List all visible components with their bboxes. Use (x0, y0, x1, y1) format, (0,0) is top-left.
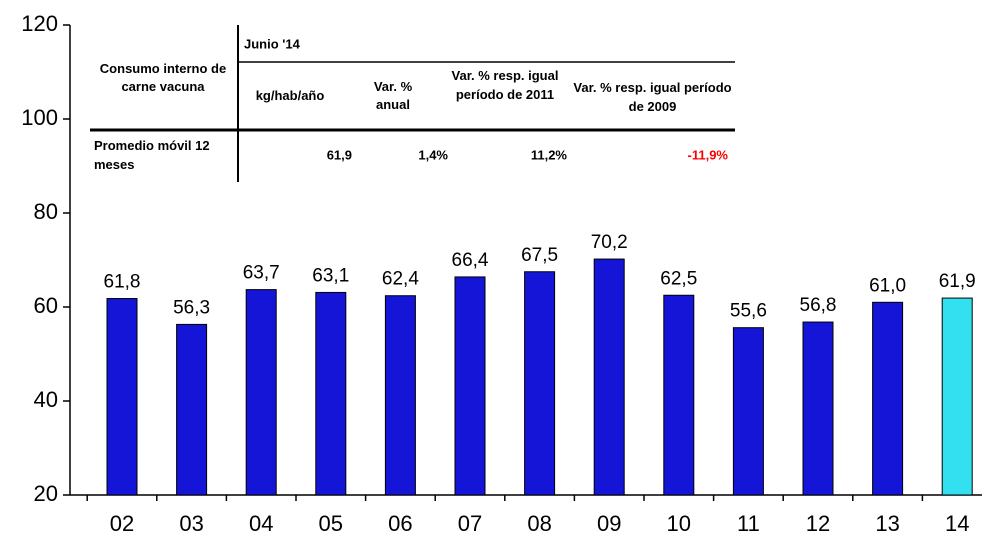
bar (245, 289, 277, 496)
bar (593, 258, 625, 496)
table: Junio '14 Consumo interno de carne vacun… (90, 25, 735, 182)
table-col-text: Var. % anual (373, 79, 413, 112)
bar (315, 291, 347, 496)
y-tick-label: 100 (21, 105, 58, 130)
x-tick-label: 14 (945, 511, 969, 536)
table-col-text: kg/hab/año (255, 88, 325, 103)
table-col: Var. % resp. igual período de 2009 (573, 80, 732, 114)
table-row-label: Promedio móvil 12 meses (94, 138, 210, 172)
bar (384, 295, 416, 496)
y-tick-label: 60 (34, 293, 58, 318)
table-row-header-text: Consumo interno de carne vacuna (99, 61, 227, 94)
y-tick-label: 20 (34, 481, 58, 506)
bar (454, 276, 486, 496)
x-tick-label: 02 (110, 511, 134, 536)
bar (802, 321, 834, 496)
bar (524, 271, 556, 496)
table-col: kg/hab/año (255, 88, 325, 103)
bar (663, 294, 695, 496)
data-label: 56,8 (800, 295, 837, 316)
data-label: 70,2 (591, 232, 628, 253)
table-col: Var. % anual (373, 79, 413, 112)
data-label: 61,9 (939, 271, 976, 292)
x-tick-label: 11 (737, 511, 760, 536)
data-label: 61,8 (104, 272, 141, 293)
table-cell: -11,9% (688, 147, 729, 162)
x-tick-label: 07 (458, 511, 482, 536)
table-cell: 1,4% (418, 147, 448, 162)
table-period: Junio '14 (244, 36, 301, 51)
x-tick-label: 09 (597, 511, 621, 536)
data-label: 55,6 (730, 301, 767, 322)
bar (106, 298, 138, 496)
y-tick-label: 120 (21, 11, 58, 36)
table-col: Var. % resp. igual período de 2011 (451, 68, 559, 102)
data-label: 67,5 (521, 245, 558, 266)
bar (872, 301, 904, 496)
data-label: 62,4 (382, 269, 419, 290)
data-label: 56,3 (173, 297, 210, 318)
data-label: 61,0 (869, 275, 906, 296)
x-tick-label: 08 (527, 511, 551, 536)
table-col-text: Var. % resp. igual período de 2011 (451, 68, 559, 102)
table-cell: 61,9 (327, 147, 352, 162)
x-tick-label: 04 (249, 511, 273, 536)
bar (941, 297, 973, 496)
bar (732, 327, 764, 496)
table-row-label-text: Promedio móvil 12 meses (94, 138, 210, 172)
x-tick-label: 06 (388, 511, 412, 536)
bar (176, 323, 208, 496)
x-tick-label: 03 (179, 511, 203, 536)
data-label: 63,1 (312, 265, 349, 286)
x-tick-label: 12 (806, 511, 830, 536)
data-label: 62,5 (660, 268, 697, 289)
table-cell: 11,2% (531, 147, 568, 162)
x-tick-label: 10 (667, 511, 691, 536)
table-row-header: Consumo interno de carne vacuna (99, 61, 227, 94)
x-tick-label: 13 (875, 511, 899, 536)
x-tick-label: 05 (319, 511, 343, 536)
table-col-text: Var. % resp. igual período de 2009 (573, 80, 732, 114)
y-tick-label: 40 (34, 387, 58, 412)
y-tick-label: 80 (34, 199, 58, 224)
data-label: 66,4 (452, 250, 489, 271)
data-label: 63,7 (243, 263, 280, 284)
